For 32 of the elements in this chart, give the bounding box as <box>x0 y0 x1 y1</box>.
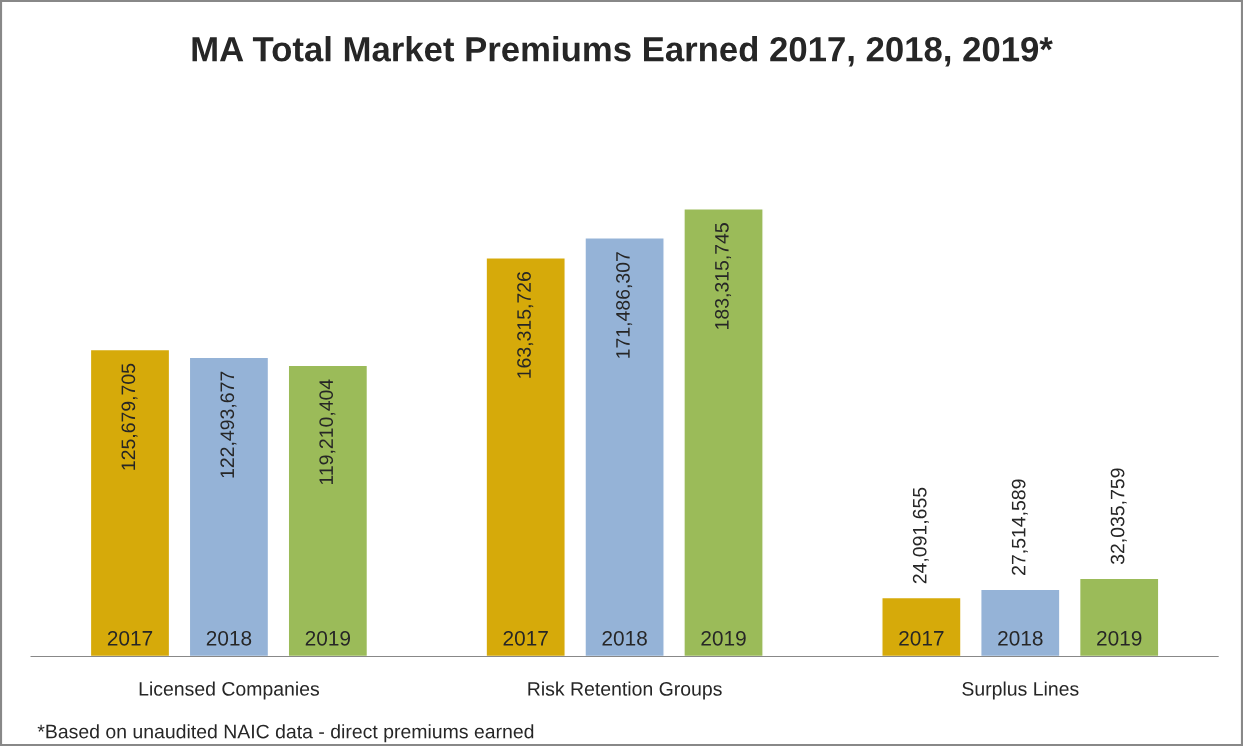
series-label: 2017 <box>107 630 153 646</box>
data-label: 119,210,404 <box>319 379 336 485</box>
text: *Based on unaudited NAIC data - direct premiums earned <box>37 724 534 743</box>
data-label: 125,679,705 <box>121 363 138 470</box>
bar <box>584 237 665 657</box>
text: 2018 <box>602 630 647 646</box>
bar <box>980 588 1061 657</box>
data-label: 163,315,726 <box>517 271 534 378</box>
bar <box>1078 577 1160 657</box>
text: 2017 <box>899 630 944 646</box>
bar <box>485 257 566 657</box>
bar <box>683 208 764 657</box>
data-label: 171,486,307 <box>616 252 633 358</box>
x-tick-label: Surplus Lines <box>962 681 1079 700</box>
bar <box>881 596 962 657</box>
data-label: 122,493,677 <box>220 371 237 478</box>
text: 2018 <box>998 630 1043 646</box>
data-label: 27,514,589 <box>1011 479 1028 575</box>
x-tick-label: Licensed Companies <box>139 681 320 700</box>
text: 2019 <box>701 630 746 646</box>
text: 2019 <box>1097 630 1142 646</box>
series-label: 2018 <box>206 630 252 646</box>
text: 2017 <box>503 630 548 646</box>
data-label: 24,091,655 <box>912 487 929 584</box>
chart-title: MA Total Market Premiums Earned 2017, 2018, 2019* <box>192 36 1053 67</box>
series-label: 2019 <box>305 630 351 646</box>
bar <box>89 348 171 657</box>
data-label: 32,035,759 <box>1110 468 1127 565</box>
x-tick-label: Risk Retention Groups <box>528 681 722 700</box>
data-label: 183,315,745 <box>714 223 732 329</box>
bar <box>287 364 369 657</box>
bar <box>188 356 270 657</box>
